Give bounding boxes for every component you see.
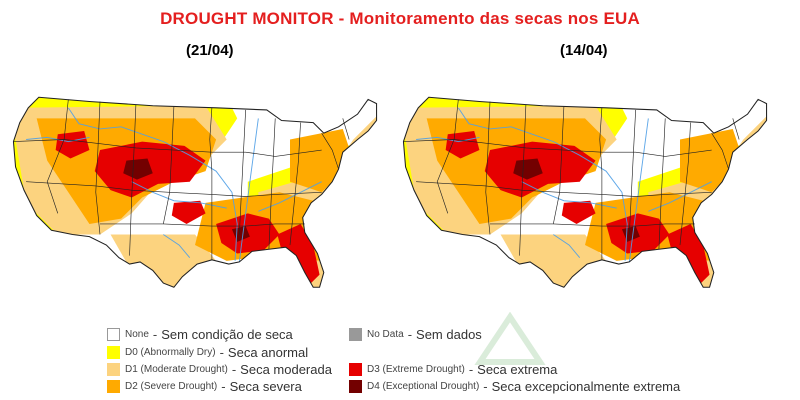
legend-item-d0: D0 (Abnormally Dry) - Seca anormal — [107, 345, 308, 360]
legend-label-no-data: Sem dados — [416, 327, 482, 342]
legend-item-d4: D4 (Exceptional Drought) - Seca excepcio… — [349, 379, 680, 394]
legend-code-d3: D3 (Extreme Drought) — [367, 364, 465, 375]
legend-code-d1: D1 (Moderate Drought) — [125, 364, 228, 375]
map-date-left: (21/04) — [186, 42, 234, 59]
legend-item-d3: D3 (Extreme Drought) - Seca extrema — [349, 362, 557, 377]
legend-label-d1: Seca moderada — [240, 362, 332, 377]
legend-swatch-d4 — [349, 380, 362, 393]
legend-code-d0: D0 (Abnormally Dry) — [125, 347, 216, 358]
page-title: DROUGHT MONITOR - Monitoramento das seca… — [160, 9, 640, 28]
legend-item-none: None - Sem condição de seca — [107, 327, 293, 342]
legend-code-none: None — [125, 329, 149, 340]
legend-item-d2: D2 (Severe Drought) - Seca severa — [107, 379, 302, 394]
legend-swatch-d0 — [107, 346, 120, 359]
drought-map-21-04 — [5, 62, 385, 312]
legend-separator: - — [231, 362, 237, 377]
legend-item-d1: D1 (Moderate Drought) - Seca moderada — [107, 362, 332, 377]
legend-separator: - — [219, 345, 224, 360]
watermark-logo — [470, 311, 550, 372]
legend-label-d0: Seca anormal — [227, 345, 309, 360]
legend-separator: - — [221, 379, 226, 394]
legend-swatch-no-data — [349, 328, 362, 341]
legend-swatch-d1 — [107, 363, 120, 376]
legend-code-d2: D2 (Severe Drought) — [125, 381, 218, 392]
legend-separator: - — [152, 327, 158, 342]
legend-separator: - — [468, 362, 474, 377]
legend-label-none: Sem condição de seca — [161, 327, 293, 342]
legend-code-no-data: No Data — [367, 329, 404, 340]
legend-separator: - — [483, 379, 488, 394]
legend-label-d4: Seca excepcionalmente extrema — [491, 379, 681, 394]
legend-label-d3: Seca extrema — [477, 362, 558, 377]
legend-separator: - — [407, 327, 413, 342]
legend-swatch-d3 — [349, 363, 362, 376]
legend-swatch-none — [107, 328, 120, 341]
map-date-right: (14/04) — [560, 42, 608, 59]
legend-item-no-data: No Data - Sem dados — [349, 327, 482, 342]
legend-code-d4: D4 (Exceptional Drought) — [367, 381, 480, 392]
legend-label-d2: Seca severa — [229, 379, 302, 394]
legend-swatch-d2 — [107, 380, 120, 393]
drought-map-14-04 — [395, 62, 775, 312]
